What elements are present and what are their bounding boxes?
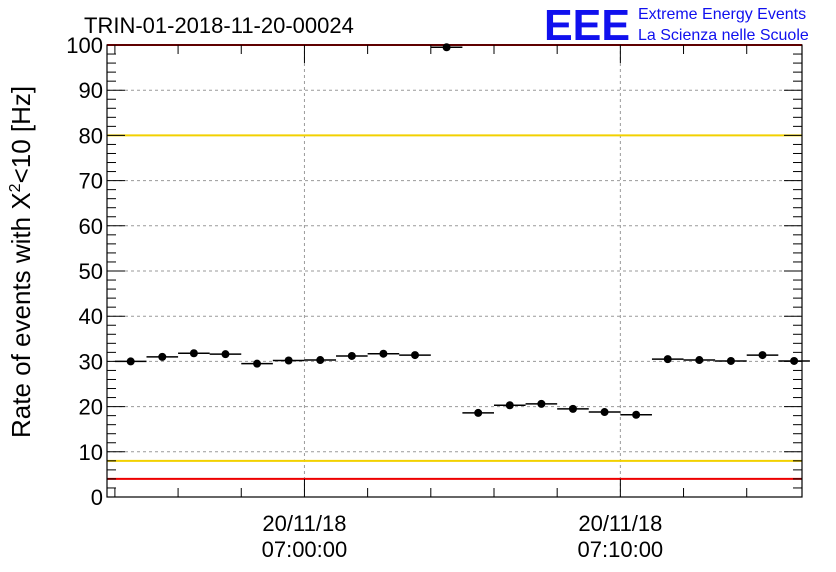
x-tick-label-time: 07:10:00 xyxy=(578,537,664,562)
eee-logo: EEE Extreme Energy Events La Scienza nel… xyxy=(544,1,809,50)
data-point xyxy=(442,43,451,52)
data-point xyxy=(726,356,735,365)
data-point xyxy=(758,351,767,360)
x-tick-label-date: 20/11/18 xyxy=(578,511,662,536)
data-point xyxy=(695,356,704,365)
y-tick-label: 30 xyxy=(79,349,103,374)
data-point xyxy=(347,351,356,360)
y-axis-label-tail: <10 [Hz] xyxy=(6,86,36,184)
logo-mark: EEE xyxy=(544,1,630,50)
y-tick-label: 10 xyxy=(79,440,103,465)
data-point xyxy=(568,404,577,413)
data-point xyxy=(158,352,167,361)
data-point xyxy=(253,359,262,368)
data-point xyxy=(790,356,799,365)
data-point xyxy=(663,355,672,364)
grid-lines xyxy=(107,45,802,497)
data-point xyxy=(379,349,388,358)
data-points xyxy=(114,43,810,419)
data-point xyxy=(126,357,135,366)
data-point xyxy=(316,356,325,365)
y-tick-label: 0 xyxy=(91,485,103,510)
y-tick-labels: 0 10 20 30 40 50 60 70 80 90 100 xyxy=(66,33,103,510)
data-point xyxy=(284,356,293,365)
y-tick-label: 60 xyxy=(79,214,103,239)
data-point xyxy=(221,350,230,359)
logo-line1: Extreme Energy Events xyxy=(638,6,806,23)
data-point xyxy=(505,401,514,410)
y-tick-label: 90 xyxy=(79,78,103,103)
data-point xyxy=(411,351,420,360)
data-point xyxy=(600,408,609,417)
y-axis-label-sup: 2 xyxy=(7,183,24,192)
y-tick-label: 20 xyxy=(79,395,103,420)
y-tick-label: 50 xyxy=(79,259,103,284)
data-point xyxy=(189,349,198,358)
y-tick-label: 100 xyxy=(66,33,103,58)
data-point xyxy=(537,399,546,408)
y-tick-label: 40 xyxy=(79,304,103,329)
y-tick-label: 80 xyxy=(79,123,103,148)
chart-title: TRIN-01-2018-11-20-00024 xyxy=(84,13,354,38)
y-axis-label: Rate of events with X2<10 [Hz] xyxy=(6,86,36,438)
data-point xyxy=(474,408,483,417)
reference-lines xyxy=(107,44,802,480)
logo-line2: La Scienza nelle Scuole xyxy=(638,27,809,44)
y-axis-label-main: Rate of events with X xyxy=(6,192,36,438)
y-tick-label: 70 xyxy=(79,169,103,194)
x-tick-label-time: 07:00:00 xyxy=(262,537,348,562)
x-tick-label-date: 20/11/18 xyxy=(262,511,346,536)
data-point xyxy=(632,410,641,419)
